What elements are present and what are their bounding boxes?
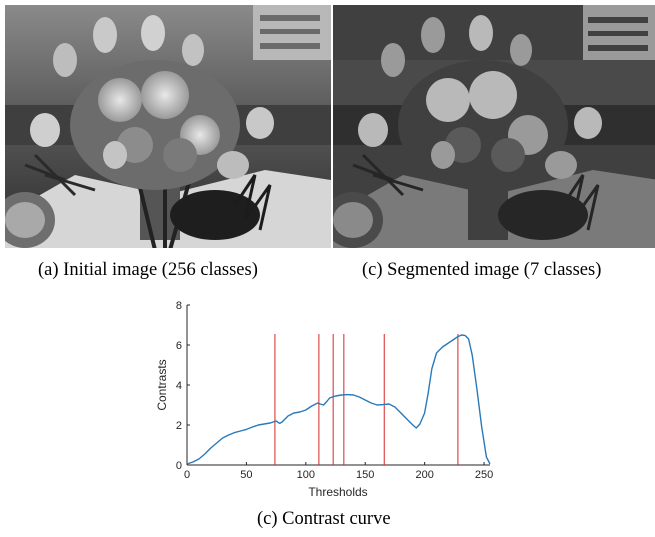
y-tick-label: 4 <box>176 380 182 392</box>
chart-axes <box>186 304 490 466</box>
y-tick-label: 0 <box>176 460 182 472</box>
initial-image <box>5 5 331 248</box>
threshold-lines <box>274 334 459 465</box>
caption-contrast-curve: (c) Contrast curve <box>257 509 391 529</box>
tick-labels: 0 50 100 150 200 250 0 2 4 6 8 <box>176 300 493 481</box>
x-tick-label: 250 <box>475 469 493 481</box>
y-tick-label: 2 <box>176 420 182 432</box>
x-axis-label: Thresholds <box>308 485 367 499</box>
chart-series <box>186 334 491 465</box>
contrast-curve-line <box>186 334 491 465</box>
x-tick-label: 50 <box>240 469 252 481</box>
contrast-curve-chart: 0 50 100 150 200 250 0 2 4 6 8 Thresholds Contrast… <box>155 300 493 499</box>
x-tick-label: 150 <box>356 469 374 481</box>
caption-segmented-image: (c) Segmented image (7 classes) <box>362 260 602 280</box>
y-tick-label: 6 <box>176 340 182 352</box>
y-tick-label: 8 <box>176 300 182 312</box>
y-axis-label: Contrasts <box>155 359 169 410</box>
caption-initial-image: (a) Initial image (256 classes) <box>38 260 258 280</box>
x-tick-label: 100 <box>297 469 315 481</box>
x-tick-label: 0 <box>184 469 190 481</box>
x-tick-label: 200 <box>415 469 433 481</box>
segmented-image <box>333 5 655 248</box>
